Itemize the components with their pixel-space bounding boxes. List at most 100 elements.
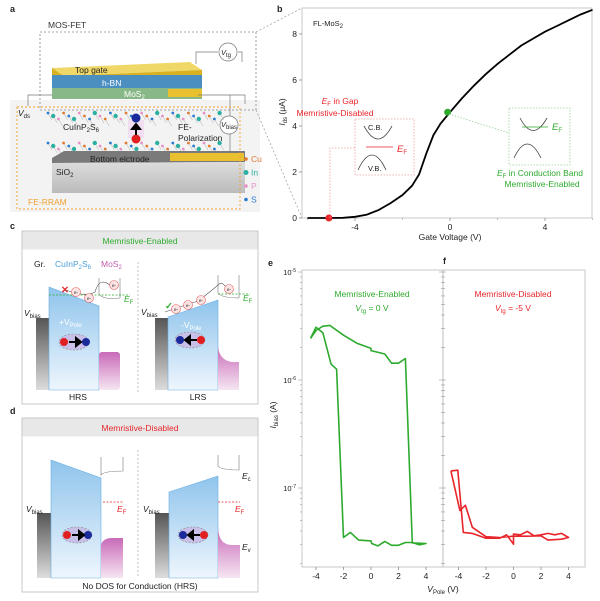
conduction-band-curve (363, 125, 393, 140)
cips-text: CuInP2S6 (63, 122, 100, 134)
atom (77, 141, 81, 145)
band-diagram-enabled: Memristive-Enabled Gr. CuInP2S6 MoS2 Vbi… (21, 230, 259, 405)
vb-label: V.B. (368, 164, 381, 173)
electron-icon (196, 295, 206, 305)
atom (202, 141, 206, 145)
electron-label: e- (227, 287, 232, 292)
mos2-contact (168, 89, 202, 97)
atom (166, 147, 170, 151)
lrs-ef: EF (243, 293, 253, 305)
panel-label-a: a (10, 4, 16, 14)
atom (140, 111, 144, 115)
atom (83, 144, 86, 148)
mos2-label: MoS2 (101, 259, 122, 271)
ev-label: Ev (242, 542, 251, 554)
atom (51, 113, 56, 119)
vds-text: Vds (18, 108, 30, 120)
minus-vpole: -VPole (181, 320, 202, 332)
lrs-vbias: Vbias (141, 307, 158, 319)
atom (187, 141, 190, 145)
x-tick-label: -4 (455, 571, 463, 581)
atom (217, 110, 222, 116)
atom (196, 116, 201, 122)
chart-f-subtitle: Vtg = -5 V (495, 303, 531, 315)
y-tick-label: 10-6 (283, 376, 296, 385)
atom (207, 114, 211, 118)
atom (46, 141, 50, 145)
atom (175, 113, 181, 119)
y-tick-label: 8 (292, 29, 297, 39)
atom (124, 111, 128, 115)
atom (113, 113, 118, 119)
blocked-x-icon: ✕ (61, 285, 69, 296)
x-tick-label: -4 (351, 222, 359, 232)
bottom-electrode-text: Bottom elctrode (90, 154, 150, 164)
disabled-header: Memristive-Disabled (102, 423, 179, 433)
panel-label-d: d (10, 406, 16, 416)
positive-ion (131, 134, 141, 144)
chart-e: -4 -2 0 2 4 10-5 10-6 10-7 Memristive-Enabled V… (268, 268, 444, 581)
atom (196, 146, 201, 152)
atom (71, 116, 77, 122)
cips-label: CuInP2S6 (55, 259, 92, 271)
atom (181, 147, 185, 151)
electron-label: e- (174, 307, 179, 312)
vtg-text: Vtg (221, 48, 231, 59)
chart-f: -4 -2 0 2 4 Memristive-Disabled Vtg = -5 V V… (427, 269, 586, 596)
right-arrow-icon (69, 335, 83, 349)
atom (171, 141, 175, 145)
cond-title: EF in Conduction Band (497, 168, 583, 180)
electron-label: e- (199, 298, 204, 303)
panel-label-e: e (268, 258, 273, 268)
atom (213, 117, 216, 121)
atom (92, 110, 98, 116)
atom (161, 114, 164, 118)
x-tick-label: 4 (543, 222, 548, 232)
legend-label: S (251, 195, 257, 205)
electron-icon (183, 300, 193, 310)
atom (51, 143, 56, 149)
d-left-ef: EF (117, 504, 127, 516)
gap-ef-label: EF (397, 144, 407, 156)
d-left-vbias: Vbias (26, 504, 43, 516)
vbias-source (219, 115, 239, 135)
atom (88, 147, 91, 151)
valence-band-curve (357, 154, 387, 171)
x-tick-label: 4 (424, 571, 429, 581)
x-tick-label: -2 (340, 571, 348, 581)
cond-ef-label: EF (552, 122, 562, 134)
atom (175, 143, 181, 149)
transfer-curve (307, 8, 593, 219)
electron-icon (71, 287, 81, 297)
atom (57, 147, 60, 151)
vtg-source (218, 42, 238, 62)
atom (98, 144, 102, 148)
legend-marker (244, 197, 248, 202)
y-tick-label: 4 (292, 121, 297, 131)
atom (83, 114, 86, 118)
y-tick-label: 10-5 (283, 268, 296, 277)
chart-b-inset-label: FL-MoS2 (313, 19, 344, 30)
x-tick-label: 0 (511, 571, 516, 581)
x-tick-label: 4 (566, 571, 571, 581)
sio2-text: SiO2 (56, 167, 74, 179)
x-tick-label: -4 (312, 571, 320, 581)
atom (145, 144, 149, 148)
electron-icon (84, 293, 94, 303)
legend-marker (244, 184, 248, 188)
top-gate-text: Top gate (75, 65, 108, 75)
x-tick-label: 2 (396, 571, 401, 581)
left-arrow-icon (183, 333, 197, 347)
atom (67, 114, 71, 118)
atom (202, 111, 206, 115)
vbias-text: Vbias (221, 120, 237, 131)
allowed-check-icon: ✓ (165, 301, 173, 312)
atom (62, 141, 65, 145)
atom (46, 111, 50, 115)
atom (155, 110, 160, 116)
mosfet-box (39, 31, 257, 111)
atom (150, 147, 154, 151)
atom (109, 141, 112, 145)
panel-label-f: f (443, 256, 447, 266)
hrs-ef: EF (124, 294, 134, 306)
